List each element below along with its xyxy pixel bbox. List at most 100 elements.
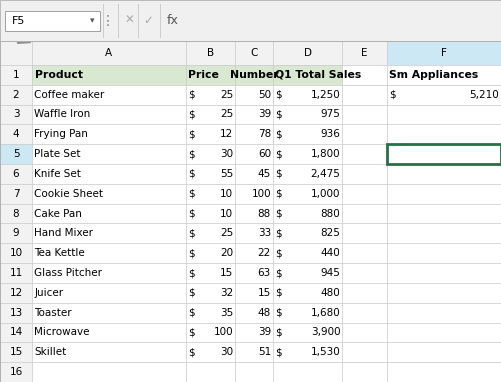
Text: $: $ bbox=[188, 327, 195, 337]
Bar bbox=[0, 263, 32, 283]
Bar bbox=[273, 65, 342, 85]
Bar bbox=[0, 65, 32, 85]
Bar bbox=[387, 283, 501, 303]
Bar bbox=[186, 223, 235, 243]
Bar bbox=[273, 283, 342, 303]
Bar bbox=[387, 263, 501, 283]
Bar bbox=[499, 163, 501, 165]
Bar bbox=[235, 184, 273, 204]
Bar bbox=[387, 65, 501, 85]
Bar bbox=[235, 263, 273, 283]
Text: Juicer: Juicer bbox=[34, 288, 63, 298]
Text: 10: 10 bbox=[220, 189, 233, 199]
Bar bbox=[32, 65, 186, 85]
Bar bbox=[342, 184, 387, 204]
Text: 936: 936 bbox=[321, 129, 340, 139]
Bar bbox=[32, 283, 186, 303]
Text: 2: 2 bbox=[13, 90, 20, 100]
Text: fx: fx bbox=[167, 14, 179, 27]
Bar bbox=[235, 164, 273, 184]
Bar bbox=[273, 342, 342, 362]
Bar bbox=[273, 322, 342, 342]
Text: 20: 20 bbox=[220, 248, 233, 258]
Bar bbox=[0, 362, 32, 382]
Bar bbox=[5, 11, 100, 31]
Text: 100: 100 bbox=[252, 189, 271, 199]
Text: 5: 5 bbox=[13, 149, 20, 159]
Text: Cake Pan: Cake Pan bbox=[34, 209, 82, 219]
Bar bbox=[32, 125, 186, 144]
Bar bbox=[273, 41, 342, 65]
Bar bbox=[342, 41, 387, 65]
Bar bbox=[0, 283, 32, 303]
Bar bbox=[32, 362, 186, 382]
Bar bbox=[32, 243, 186, 263]
Text: $: $ bbox=[389, 90, 396, 100]
Text: $: $ bbox=[276, 169, 282, 179]
Text: 1,250: 1,250 bbox=[311, 90, 340, 100]
Bar bbox=[342, 342, 387, 362]
Text: C: C bbox=[250, 48, 258, 58]
Text: Knife Set: Knife Set bbox=[34, 169, 81, 179]
Text: 6: 6 bbox=[13, 169, 20, 179]
Bar bbox=[186, 283, 235, 303]
Text: $: $ bbox=[188, 189, 195, 199]
Bar bbox=[186, 243, 235, 263]
Bar bbox=[342, 322, 387, 342]
Text: 480: 480 bbox=[321, 288, 340, 298]
Bar bbox=[273, 85, 342, 105]
Bar bbox=[186, 65, 235, 85]
Text: 975: 975 bbox=[321, 110, 340, 120]
Bar bbox=[186, 342, 235, 362]
Bar bbox=[0, 322, 32, 342]
Bar bbox=[342, 243, 387, 263]
Text: A: A bbox=[105, 48, 112, 58]
Text: $: $ bbox=[276, 288, 282, 298]
Text: Microwave: Microwave bbox=[34, 327, 90, 337]
Text: $: $ bbox=[188, 308, 195, 318]
Bar bbox=[273, 144, 342, 164]
Bar bbox=[0, 41, 32, 65]
Bar bbox=[387, 65, 501, 85]
Bar bbox=[387, 184, 501, 204]
Text: 22: 22 bbox=[258, 248, 271, 258]
Bar bbox=[32, 263, 186, 283]
Text: $: $ bbox=[188, 288, 195, 298]
Bar bbox=[342, 263, 387, 283]
Bar bbox=[273, 164, 342, 184]
Bar bbox=[235, 41, 273, 65]
Bar bbox=[186, 204, 235, 223]
Text: $: $ bbox=[276, 90, 282, 100]
Text: 440: 440 bbox=[321, 248, 340, 258]
Text: 50: 50 bbox=[258, 90, 271, 100]
Text: $: $ bbox=[276, 189, 282, 199]
Text: Price: Price bbox=[188, 70, 219, 80]
Bar bbox=[235, 144, 273, 164]
Bar bbox=[387, 144, 501, 164]
Text: Tea Kettle: Tea Kettle bbox=[34, 248, 85, 258]
Text: 15: 15 bbox=[258, 288, 271, 298]
Text: F: F bbox=[441, 48, 447, 58]
Text: 10: 10 bbox=[10, 248, 23, 258]
Bar bbox=[387, 362, 501, 382]
Text: 33: 33 bbox=[258, 228, 271, 238]
Text: 4: 4 bbox=[13, 129, 20, 139]
Text: 100: 100 bbox=[213, 327, 233, 337]
Text: $: $ bbox=[276, 248, 282, 258]
Text: $: $ bbox=[276, 110, 282, 120]
Bar bbox=[273, 184, 342, 204]
Text: 825: 825 bbox=[321, 228, 340, 238]
Text: $: $ bbox=[276, 209, 282, 219]
Text: 880: 880 bbox=[321, 209, 340, 219]
Text: Product: Product bbox=[35, 70, 83, 80]
Text: 13: 13 bbox=[10, 308, 23, 318]
Text: 1,000: 1,000 bbox=[311, 189, 340, 199]
Bar bbox=[273, 105, 342, 125]
Text: D: D bbox=[304, 48, 312, 58]
Bar bbox=[0, 125, 32, 144]
Bar bbox=[342, 105, 387, 125]
Bar bbox=[186, 125, 235, 144]
Text: 45: 45 bbox=[258, 169, 271, 179]
Bar bbox=[0, 303, 32, 322]
Text: E: E bbox=[361, 48, 368, 58]
